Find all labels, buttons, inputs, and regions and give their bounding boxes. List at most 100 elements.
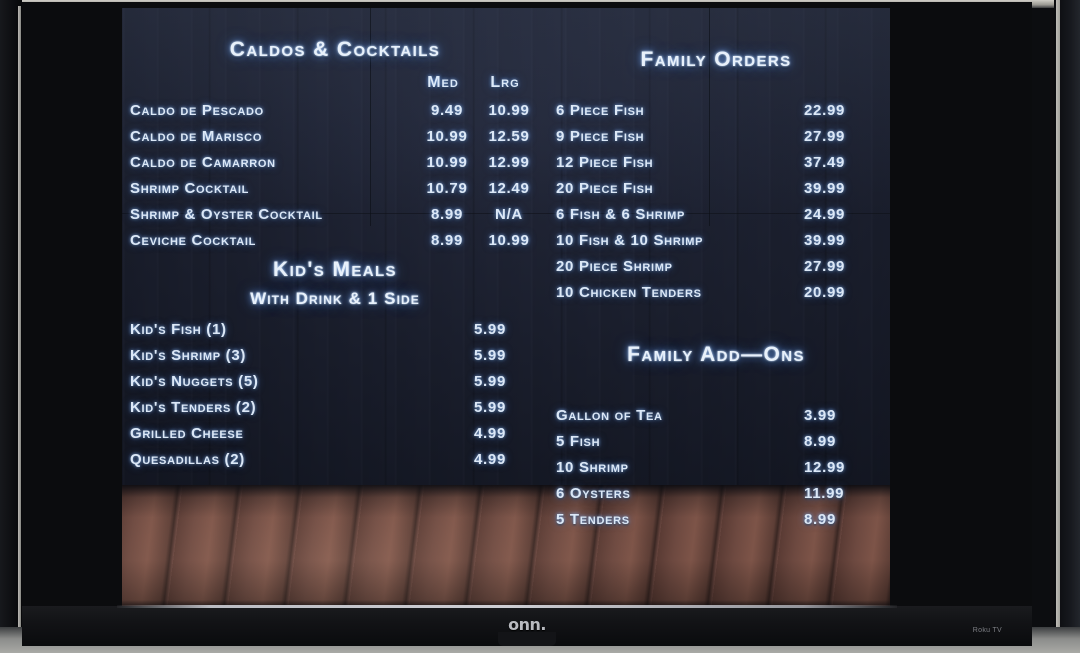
item-price-med: 9.49 (431, 102, 463, 119)
item-price: 20.99 (804, 284, 846, 301)
item-name: Gallon of Tea (556, 407, 663, 424)
item-name: 5 Tenders (556, 511, 630, 528)
menu-item-row: 6 Oysters 11.99 (556, 485, 890, 511)
section-title-family-orders: Family Orders (640, 48, 792, 71)
menu-item-row: Caldo de Marisco 10.99 12.59 (130, 128, 540, 154)
item-price-lrg: 10.99 (488, 102, 530, 119)
item-name: 20 Piece Shrimp (556, 258, 673, 275)
item-price: 8.99 (804, 433, 836, 450)
menu-item-row: Shrimp & Oyster Cocktail 8.99 N/A (130, 206, 540, 232)
item-price-med: 8.99 (431, 232, 463, 249)
section-kids-meals: Kid's Meals With Drink & 1 Side Kid's Fi… (130, 258, 540, 477)
menu-item-row: Kid's Tenders (2) 5.99 (130, 399, 540, 425)
item-price-med: 8.99 (431, 206, 463, 223)
menu-item-row: Kid's Fish (1) 5.99 (130, 321, 540, 347)
family-orders-item-list: 6 Piece Fish 22.99 9 Piece Fish 27.99 12… (542, 102, 890, 310)
menu-item-row: Quesadillas (2) 4.99 (130, 451, 540, 477)
item-name: Caldo de Camarron (130, 154, 276, 171)
menu-content: Caldos & Cocktails Med Lrg Caldo de Pesc… (122, 8, 890, 610)
item-name: 10 Fish & 10 Shrimp (556, 232, 704, 249)
item-price-med: 10.99 (426, 128, 468, 145)
item-price: 39.99 (804, 180, 846, 197)
tv-corner-badge: Roku TV (972, 627, 1002, 634)
item-price: 5.99 (474, 347, 506, 364)
item-price: 8.99 (804, 511, 836, 528)
item-name: Caldo de Pescado (130, 102, 264, 119)
item-price: 27.99 (804, 128, 846, 145)
wall-corner-highlight-left (18, 6, 21, 644)
item-price: 5.99 (474, 373, 506, 390)
menu-item-row: 12 Piece Fish 37.49 (556, 154, 890, 180)
item-price: 22.99 (804, 102, 846, 119)
item-name: Caldo de Marisco (130, 128, 263, 145)
item-name: 6 Oysters (556, 485, 631, 502)
item-price: 39.99 (804, 232, 846, 249)
item-price: 3.99 (804, 407, 836, 424)
menu-item-row: Grilled Cheese 4.99 (130, 425, 540, 451)
item-name: Shrimp Cocktail (130, 180, 250, 197)
menu-item-row: 5 Tenders 8.99 (556, 511, 890, 537)
menu-item-row: 6 Fish & 6 Shrimp 24.99 (556, 206, 890, 232)
menu-item-row: 20 Piece Shrimp 27.99 (556, 258, 890, 284)
item-name: Kid's Tenders (2) (130, 399, 257, 416)
column-header-med: Med (427, 74, 459, 91)
item-price-lrg: 10.99 (488, 232, 530, 249)
item-name: 6 Piece Fish (556, 102, 645, 119)
section-caldos-cocktails: Caldos & Cocktails Med Lrg Caldo de Pesc… (130, 38, 540, 258)
family-addons-item-list: Gallon of Tea 3.99 5 Fish 8.99 10 Shrimp… (542, 407, 890, 537)
item-price: 4.99 (474, 451, 506, 468)
item-price: 24.99 (804, 206, 846, 223)
item-name: 6 Fish & 6 Shrimp (556, 206, 686, 223)
section-title-kids-meals: Kid's Meals (273, 258, 397, 281)
caldos-item-list: Caldo de Pescado 9.49 10.99 Caldo de Mar… (130, 102, 540, 258)
item-name: Kid's Nuggets (5) (130, 373, 259, 390)
menu-item-row: Caldo de Pescado 9.49 10.99 (130, 102, 540, 128)
wall-left (0, 0, 22, 653)
menu-item-row: Ceviche Cocktail 8.99 10.99 (130, 232, 540, 258)
item-price-lrg: 12.59 (488, 128, 530, 145)
menu-item-row: Kid's Shrimp (3) 5.99 (130, 347, 540, 373)
section-title-caldos: Caldos & Cocktails (229, 38, 441, 61)
menu-item-row: 10 Chicken Tenders 20.99 (556, 284, 890, 310)
menu-board-screen: Caldos & Cocktails Med Lrg Caldo de Pesc… (122, 8, 890, 610)
item-price: 37.49 (804, 154, 846, 171)
item-name: 5 Fish (556, 433, 601, 450)
menu-item-row: 5 Fish 8.99 (556, 433, 890, 459)
item-name: 20 Piece Fish (556, 180, 654, 197)
menu-item-row: 10 Shrimp 12.99 (556, 459, 890, 485)
item-price-lrg: 12.49 (488, 180, 530, 197)
item-name: 10 Chicken Tenders (556, 284, 702, 301)
menu-item-row: 9 Piece Fish 27.99 (556, 128, 890, 154)
item-price-med: 10.99 (426, 154, 468, 171)
screen-bottom-edge-highlight (117, 605, 897, 608)
caldos-column-headers: Med Lrg (130, 74, 540, 92)
onn-brand-logo: onn. (508, 615, 546, 634)
wall-corner-highlight-right (1056, 0, 1060, 653)
item-name: 10 Shrimp (556, 459, 629, 476)
item-name: Kid's Shrimp (3) (130, 347, 247, 364)
menu-item-row: Kid's Nuggets (5) 5.99 (130, 373, 540, 399)
item-name: 12 Piece Fish (556, 154, 654, 171)
menu-item-row: Caldo de Camarron 10.99 12.99 (130, 154, 540, 180)
item-price-lrg: N/A (495, 206, 523, 223)
item-name: Grilled Cheese (130, 425, 244, 442)
item-name: Shrimp & Oyster Cocktail (130, 206, 323, 223)
item-price: 12.99 (804, 459, 846, 476)
item-price: 5.99 (474, 321, 506, 338)
item-name: Quesadillas (2) (130, 451, 245, 468)
television: Caldos & Cocktails Med Lrg Caldo de Pesc… (22, 2, 1032, 646)
menu-item-row: 20 Piece Fish 39.99 (556, 180, 890, 206)
kids-item-list: Kid's Fish (1) 5.99 Kid's Shrimp (3) 5.9… (130, 321, 540, 477)
section-family-orders: Family Orders 6 Piece Fish 22.99 9 Piece… (542, 48, 890, 310)
section-subtitle-kids-meals: With Drink & 1 Side (250, 289, 420, 308)
item-price-lrg: 12.99 (488, 154, 530, 171)
tv-bezel-bottom: onn. Roku TV (22, 605, 1032, 646)
item-name: 9 Piece Fish (556, 128, 645, 145)
section-family-addons: Family Add—Ons Gallon of Tea 3.99 5 Fish… (542, 343, 890, 537)
section-title-family-addons: Family Add—Ons (627, 343, 805, 366)
item-name: Ceviche Cocktail (130, 232, 257, 249)
tv-logo-nub (498, 632, 556, 646)
menu-item-row: 10 Fish & 10 Shrimp 39.99 (556, 232, 890, 258)
item-name: Kid's Fish (1) (130, 321, 227, 338)
